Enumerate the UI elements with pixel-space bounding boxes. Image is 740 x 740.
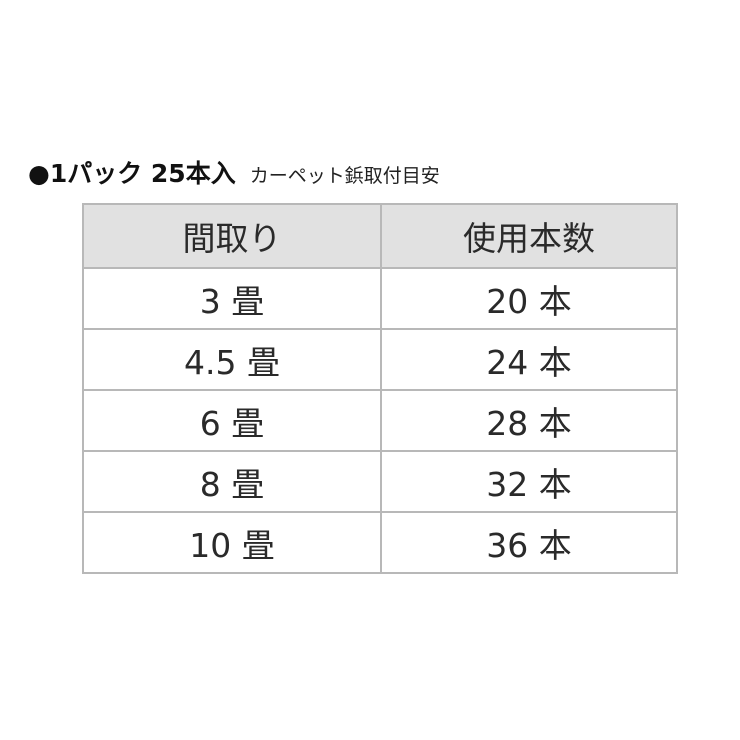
title-main: ●1パック 25本入 [28, 159, 236, 188]
room-size-cell: 4.5 畳 [82, 328, 382, 391]
table-row: 4.5 畳 24 本 [82, 328, 678, 391]
count-cell: 32 本 [380, 450, 678, 513]
usage-table: 間取り 使用本数 3 畳 20 本 4.5 畳 24 本 6 畳 28 本 8 … [82, 203, 678, 574]
count-cell: 28 本 [380, 389, 678, 452]
header-room-size: 間取り [82, 203, 382, 269]
room-size-cell: 10 畳 [82, 511, 382, 574]
header-row: 間取り 使用本数 [82, 203, 678, 269]
header-count: 使用本数 [380, 203, 678, 269]
title: ●1パック 25本入 カーペット鋲取付目安 [28, 154, 440, 188]
count-cell: 36 本 [380, 511, 678, 574]
table-row: 8 畳 32 本 [82, 450, 678, 513]
room-size-cell: 3 畳 [82, 267, 382, 330]
table-row: 10 畳 36 本 [82, 511, 678, 574]
title-sub: カーペット鋲取付目安 [249, 165, 440, 187]
count-cell: 20 本 [380, 267, 678, 330]
count-cell: 24 本 [380, 328, 678, 391]
table-row: 3 畳 20 本 [82, 267, 678, 330]
room-size-cell: 6 畳 [82, 389, 382, 452]
table-row: 6 畳 28 本 [82, 389, 678, 452]
room-size-cell: 8 畳 [82, 450, 382, 513]
